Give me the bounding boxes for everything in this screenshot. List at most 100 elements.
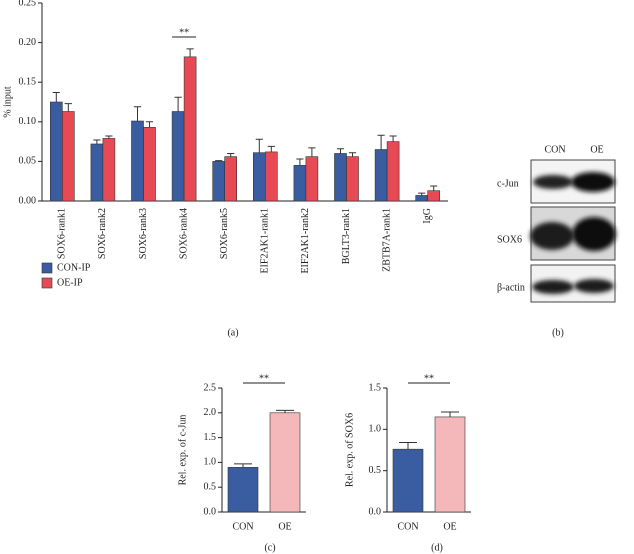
bar (227, 467, 259, 513)
error-bar (174, 96, 182, 112)
x-tick-label: SOX6-rank5 (219, 208, 230, 259)
bar (334, 153, 347, 202)
error-bar (186, 48, 194, 57)
x-tick-label: SOX6-rank1 (57, 208, 68, 259)
error-bar (418, 192, 426, 196)
y-tick-label: 0.00 (19, 195, 37, 206)
bar (90, 143, 104, 202)
error-bar (308, 147, 316, 157)
blot-column-label: CON (544, 144, 565, 155)
x-tick-label: SOX6-rank4 (178, 208, 189, 259)
blot-band (533, 175, 573, 189)
legend-swatch (41, 262, 53, 274)
error-bar (145, 121, 154, 128)
x-tick-label: EIF2AK1-rank2 (300, 208, 311, 274)
blot-row-label: β-actin (497, 282, 525, 293)
x-tick-label: SOX6-rank2 (97, 208, 108, 259)
y-axis-label: Rel. exp. of c-Jun (177, 415, 188, 486)
x-tick-label: BGLT3-rank1 (341, 208, 352, 264)
error-bar (93, 139, 101, 144)
error-bar (296, 158, 304, 166)
x-tick-label: CON (232, 521, 253, 532)
error-bar (227, 152, 235, 157)
bar (386, 141, 400, 202)
bar (269, 412, 301, 513)
y-tick-label: 0.0 (204, 506, 217, 517)
bar (171, 111, 185, 202)
bar (374, 149, 388, 202)
blot-band (532, 280, 574, 294)
significance-label: ** (259, 373, 269, 384)
panel-label: (c) (264, 542, 275, 553)
legend-label: OE-IP (57, 277, 83, 288)
bar (415, 195, 429, 202)
error-bar (105, 135, 113, 139)
panel-label: (a) (227, 327, 238, 338)
bar (392, 448, 424, 513)
bar (143, 127, 156, 202)
blot-band (530, 222, 574, 250)
x-tick-label: OE (443, 521, 456, 532)
error-bar (255, 138, 263, 153)
x-tick-label: SOX6-rank3 (138, 208, 149, 259)
y-tick-label: 0.15 (19, 76, 37, 87)
panel-label: (d) (431, 542, 443, 553)
y-tick-label: 0.5 (369, 465, 382, 476)
bar (253, 152, 266, 202)
bar (183, 56, 197, 202)
x-tick-label: EIF2AK1-rank1 (260, 208, 271, 274)
y-tick-label: 2.5 (204, 382, 217, 393)
x-tick-label: ZBTB7A-rank1 (381, 208, 392, 272)
bar (427, 190, 441, 202)
bar (224, 156, 237, 202)
blot-band (572, 217, 616, 251)
bar (293, 165, 307, 202)
bar (305, 156, 319, 202)
error-bar (267, 145, 275, 152)
y-tick-label: 0.25 (19, 0, 37, 8)
error-bar (399, 442, 417, 450)
y-tick-label: 1.5 (369, 382, 382, 393)
bar (49, 101, 63, 202)
western-blot: CON OE c-Jun SOX6 β-actin (b) (497, 144, 616, 338)
y-tick-label: 0.5 (204, 481, 217, 492)
y-tick-label: 0.10 (19, 116, 37, 127)
legend-swatch (41, 277, 53, 289)
error-bar (430, 185, 438, 191)
y-tick-label: 0.0 (369, 506, 382, 517)
blot-row-label: c-Jun (497, 178, 519, 189)
y-tick-label: 1.0 (369, 424, 382, 435)
bar (264, 151, 278, 202)
panel-label: (b) (552, 327, 564, 338)
significance-label: ** (424, 373, 434, 384)
error-bar (133, 106, 142, 122)
blot-band (574, 279, 614, 293)
error-bar (389, 135, 397, 142)
x-tick-label: OE (278, 521, 291, 532)
bar (346, 156, 359, 202)
blot-column-label: OE (590, 144, 603, 155)
bar (212, 161, 225, 202)
bar (131, 120, 144, 202)
bar (434, 416, 466, 513)
error-bar (234, 463, 252, 468)
error-bar (64, 103, 72, 112)
blot-band (571, 172, 615, 192)
bar (61, 111, 75, 202)
x-tick-label: IgG (422, 208, 433, 224)
blot-row-label: SOX6 (497, 234, 522, 245)
legend-label: CON-IP (57, 262, 91, 273)
error-bar (441, 411, 459, 417)
y-axis-label: % input (2, 86, 13, 118)
significance-label: ** (179, 27, 189, 38)
bar (102, 138, 116, 202)
error-bar (276, 409, 294, 413)
y-tick-label: 1.5 (204, 432, 217, 443)
y-tick-label: 2.0 (204, 407, 217, 418)
y-tick-label: 1.0 (204, 457, 217, 468)
y-tick-label: 0.20 (19, 37, 37, 48)
error-bar (52, 91, 60, 102)
error-bar (348, 152, 357, 157)
error-bar (215, 160, 223, 162)
